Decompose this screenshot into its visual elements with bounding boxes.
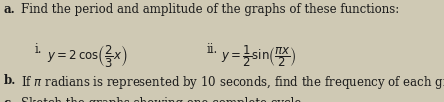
- Text: $y = \dfrac{1}{2}\sin\!\left(\dfrac{\pi x}{2}\right)$: $y = \dfrac{1}{2}\sin\!\left(\dfrac{\pi …: [221, 43, 297, 69]
- Text: a.: a.: [4, 3, 15, 16]
- Text: i.: i.: [35, 43, 42, 56]
- Text: If $\pi$ radians is represented by 10 seconds, find the frequency of each graph.: If $\pi$ radians is represented by 10 se…: [21, 74, 444, 91]
- Text: $y = 2\,\cos\!\left(\dfrac{2}{3}x\right)$: $y = 2\,\cos\!\left(\dfrac{2}{3}x\right)…: [47, 43, 127, 69]
- Text: ii.: ii.: [206, 43, 218, 56]
- Text: b.: b.: [4, 74, 16, 87]
- Text: Find the period and amplitude of the graphs of these functions:: Find the period and amplitude of the gra…: [21, 3, 400, 16]
- Text: c.: c.: [4, 97, 15, 102]
- Text: Sketch the graphs showing one complete cycle.: Sketch the graphs showing one complete c…: [21, 97, 305, 102]
